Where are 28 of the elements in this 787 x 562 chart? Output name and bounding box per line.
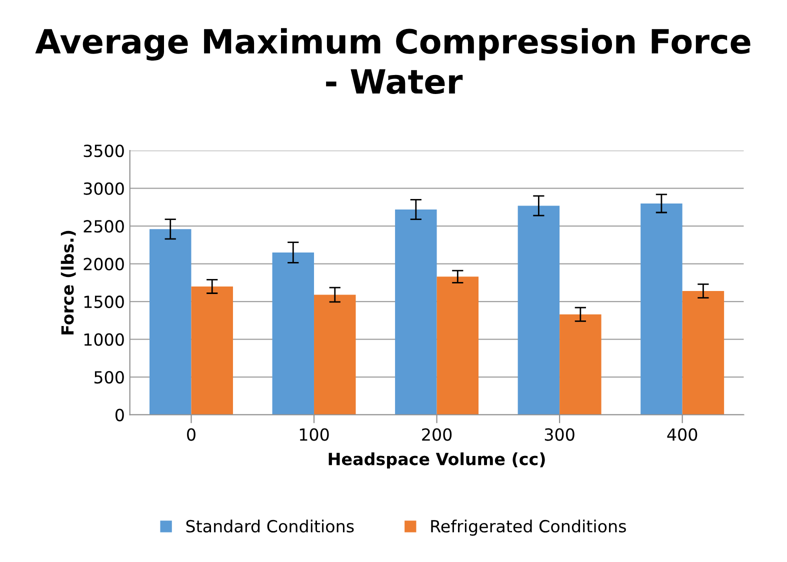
bar xyxy=(560,314,602,415)
y-tick-label: 1500 xyxy=(84,296,124,308)
y-tick-label: 0 xyxy=(115,408,124,422)
bar xyxy=(682,290,724,415)
bar xyxy=(272,252,314,415)
x-tick-label: 300 xyxy=(544,428,574,441)
bar xyxy=(640,203,682,415)
x-axis-title: Headspace Volume (cc) xyxy=(328,452,545,469)
bar xyxy=(518,206,560,415)
y-tick-label: 2500 xyxy=(84,220,124,233)
y-tick-label: 3000 xyxy=(84,182,124,195)
bar xyxy=(436,276,479,415)
y-axis-title: Force (lbs.) xyxy=(60,230,76,334)
bar xyxy=(150,229,192,415)
bar xyxy=(395,209,437,415)
y-tick-label: 500 xyxy=(94,370,124,384)
bar xyxy=(314,294,356,415)
y-tick-label: 1000 xyxy=(84,333,124,346)
x-tick-label: 0 xyxy=(187,428,196,441)
bar xyxy=(191,286,233,415)
x-tick-label: 400 xyxy=(667,428,698,441)
legend-label: Standard Conditions xyxy=(186,520,354,533)
y-tick-label: 3500 xyxy=(84,144,124,158)
chart-title: Average Maximum Compression Force - Water xyxy=(35,28,750,94)
x-tick-label: 200 xyxy=(422,428,452,441)
y-tick-label: 2000 xyxy=(84,258,124,270)
x-tick-label: 100 xyxy=(300,428,329,441)
legend-label: Refrigerated Conditions xyxy=(431,520,626,536)
